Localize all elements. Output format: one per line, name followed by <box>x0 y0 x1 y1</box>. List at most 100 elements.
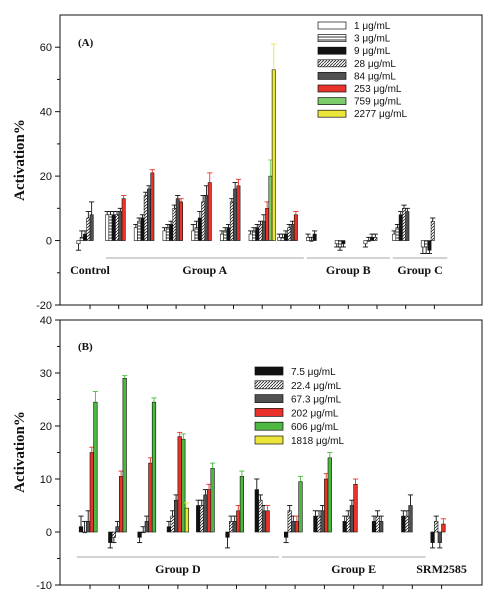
bar <box>294 521 300 533</box>
bar <box>177 436 182 533</box>
group-label: Group A <box>182 263 227 277</box>
bar <box>324 478 329 533</box>
bar <box>313 515 318 533</box>
bar <box>111 214 116 241</box>
bar <box>122 377 127 533</box>
bar <box>283 531 289 538</box>
bar <box>254 489 259 533</box>
bar <box>223 230 228 241</box>
bar <box>197 217 202 241</box>
panel-a-group-labels: Control Group A Group B Group C <box>70 257 448 277</box>
bar <box>105 214 110 241</box>
bar <box>137 531 142 538</box>
bar <box>405 211 410 241</box>
bar <box>170 515 175 533</box>
bar <box>258 499 263 533</box>
legend-swatch <box>254 408 284 417</box>
legend-label: 2277 μg/mL <box>354 109 407 120</box>
y-tick-label: -10 <box>36 580 52 592</box>
legend-swatch <box>317 84 347 93</box>
bar <box>225 531 230 538</box>
bar <box>366 240 371 242</box>
bar <box>108 531 113 543</box>
bar <box>363 240 368 245</box>
legend-label: 3 μg/mL <box>354 34 391 45</box>
bar <box>430 531 435 543</box>
legend-label: 253 μg/mL <box>354 84 402 95</box>
bar <box>404 515 410 533</box>
bar <box>232 521 237 533</box>
bar <box>133 227 138 241</box>
bar <box>258 224 263 241</box>
bar <box>162 230 167 241</box>
panel-b-ylabel: Activation% <box>12 411 28 493</box>
bar <box>82 531 87 534</box>
legend-label: 28 μg/mL <box>354 59 396 70</box>
bar <box>137 220 142 241</box>
bar <box>229 201 234 241</box>
bar <box>420 240 425 248</box>
bar <box>261 510 267 533</box>
bar <box>434 521 439 533</box>
y-tick-label: 60 <box>40 42 52 54</box>
bar <box>398 214 403 241</box>
legend-swatch <box>254 435 284 445</box>
panel-b-label: (B) <box>78 341 93 353</box>
bar <box>181 438 186 533</box>
y-tick-label: 30 <box>40 368 52 380</box>
legend-label: 84 μg/mL <box>354 71 396 82</box>
bar <box>148 462 153 533</box>
y-tick-label: 0 <box>46 527 52 539</box>
bar <box>441 523 446 533</box>
bar <box>151 401 157 533</box>
bar <box>169 224 174 241</box>
legend-label: 7.5 μg/mL <box>291 367 336 378</box>
bar <box>312 233 317 241</box>
bar <box>373 237 378 241</box>
panel-a-label: (A) <box>78 37 94 49</box>
bar <box>206 489 212 533</box>
bar <box>261 220 266 241</box>
bar <box>118 211 123 241</box>
bar <box>111 531 116 538</box>
panel-a-y-axis: -20 0 20 40 60 <box>36 42 60 312</box>
bar <box>239 476 245 533</box>
panel-b-group-labels: Group D Group E SRM2585 <box>76 556 467 576</box>
group-label: Group E <box>331 562 376 576</box>
bar <box>174 499 179 533</box>
group-label: Control <box>70 263 110 277</box>
bar <box>201 201 206 241</box>
panel-a-frame <box>59 14 483 306</box>
bar <box>408 505 413 533</box>
bar <box>334 240 339 245</box>
y-tick-label: 20 <box>40 421 52 433</box>
legend-swatch <box>254 366 284 376</box>
bar <box>293 214 298 241</box>
bar <box>306 237 310 241</box>
bar <box>402 208 406 241</box>
legend-swatch <box>317 59 347 68</box>
bar <box>283 233 288 241</box>
legend-swatch <box>317 46 347 55</box>
bar <box>349 505 355 533</box>
bar <box>255 227 260 241</box>
bar <box>199 505 204 533</box>
bar <box>119 476 124 533</box>
bar <box>184 507 190 533</box>
bar <box>338 240 342 248</box>
bar <box>265 208 270 241</box>
bar <box>430 220 435 241</box>
bar <box>194 227 199 241</box>
bar <box>265 510 270 533</box>
legend-label: 1818 μg/mL <box>291 436 344 447</box>
group-label: Group D <box>155 562 201 576</box>
bar <box>226 227 231 241</box>
bar <box>203 494 208 533</box>
bar <box>115 526 120 533</box>
bar <box>316 515 322 533</box>
legend-label: 606 μg/mL <box>291 422 339 433</box>
bar <box>290 224 295 241</box>
bar <box>179 201 183 241</box>
bar <box>252 230 256 241</box>
